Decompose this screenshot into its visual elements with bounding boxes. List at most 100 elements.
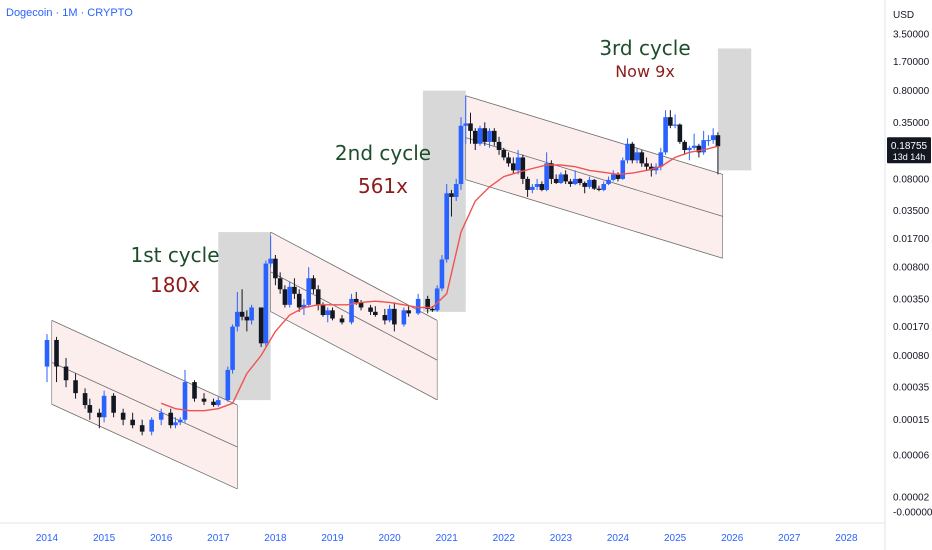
- candle[interactable]: [487, 128, 492, 148]
- candle[interactable]: [349, 293, 354, 325]
- candle[interactable]: [629, 141, 635, 164]
- candle[interactable]: [63, 358, 69, 388]
- candle[interactable]: [644, 157, 649, 171]
- candle[interactable]: [677, 123, 683, 144]
- candle[interactable]: [468, 112, 473, 144]
- candle[interactable]: [710, 128, 716, 144]
- candle[interactable]: [634, 147, 640, 164]
- candle[interactable]: [472, 128, 478, 151]
- candle[interactable]: [525, 176, 530, 197]
- candle[interactable]: [177, 417, 183, 426]
- candle[interactable]: [449, 189, 454, 217]
- candle[interactable]: [120, 408, 126, 426]
- candle[interactable]: [587, 176, 592, 189]
- candle[interactable]: [582, 181, 587, 194]
- candle[interactable]: [111, 393, 116, 418]
- candle[interactable]: [496, 136, 502, 155]
- candle[interactable]: [691, 133, 697, 151]
- candle[interactable]: [158, 408, 164, 426]
- candle[interactable]: [230, 324, 235, 374]
- candle[interactable]: [296, 289, 302, 312]
- candle[interactable]: [620, 157, 626, 180]
- candle[interactable]: [225, 366, 231, 402]
- candle[interactable]: [715, 132, 721, 175]
- candle[interactable]: [282, 285, 288, 308]
- candle[interactable]: [539, 181, 545, 192]
- candle[interactable]: [491, 128, 497, 146]
- candle[interactable]: [325, 307, 331, 323]
- candle[interactable]: [463, 95, 469, 144]
- candle[interactable]: [373, 306, 378, 317]
- candle[interactable]: [44, 334, 50, 383]
- candle[interactable]: [549, 160, 554, 185]
- candle[interactable]: [306, 267, 312, 308]
- candle[interactable]: [415, 293, 421, 316]
- candle[interactable]: [639, 150, 645, 167]
- candle[interactable]: [520, 154, 526, 185]
- candle[interactable]: [287, 281, 292, 308]
- candle[interactable]: [668, 110, 673, 129]
- candle[interactable]: [601, 181, 607, 192]
- candle[interactable]: [201, 393, 207, 406]
- candle[interactable]: [244, 310, 250, 332]
- candle[interactable]: [401, 307, 407, 327]
- candle[interactable]: [182, 369, 188, 423]
- candle[interactable]: [596, 185, 602, 192]
- candle[interactable]: [434, 285, 440, 312]
- candle[interactable]: [315, 285, 321, 311]
- candle[interactable]: [130, 412, 135, 429]
- candle[interactable]: [511, 157, 516, 175]
- candle[interactable]: [477, 125, 483, 146]
- candle[interactable]: [482, 122, 488, 146]
- candle[interactable]: [268, 236, 273, 268]
- candle[interactable]: [610, 170, 616, 182]
- candle[interactable]: [339, 315, 345, 325]
- candle[interactable]: [458, 117, 464, 190]
- candle[interactable]: [558, 172, 564, 185]
- candle[interactable]: [149, 417, 154, 436]
- candle[interactable]: [73, 373, 78, 399]
- candle[interactable]: [192, 380, 197, 402]
- candle[interactable]: [591, 178, 597, 190]
- candle[interactable]: [625, 138, 630, 164]
- candle[interactable]: [515, 150, 521, 175]
- candle[interactable]: [54, 336, 59, 383]
- candle[interactable]: [211, 398, 216, 407]
- candle[interactable]: [311, 275, 316, 294]
- candle[interactable]: [682, 140, 687, 155]
- candle[interactable]: [168, 408, 174, 429]
- candle[interactable]: [258, 307, 264, 347]
- candle[interactable]: [663, 110, 668, 155]
- candle[interactable]: [534, 178, 540, 190]
- candle[interactable]: [606, 176, 611, 186]
- candle[interactable]: [239, 289, 245, 321]
- candle[interactable]: [444, 184, 449, 263]
- candle[interactable]: [173, 417, 178, 429]
- candle[interactable]: [216, 397, 221, 407]
- candle[interactable]: [501, 147, 507, 161]
- candle[interactable]: [387, 304, 392, 323]
- candle[interactable]: [572, 170, 578, 186]
- candle[interactable]: [273, 255, 278, 286]
- candle[interactable]: [453, 178, 459, 201]
- candle[interactable]: [82, 388, 88, 409]
- candle[interactable]: [292, 278, 297, 299]
- candle[interactable]: [553, 174, 559, 185]
- candle[interactable]: [544, 152, 549, 192]
- candle[interactable]: [568, 178, 573, 187]
- candle[interactable]: [701, 130, 706, 155]
- candle[interactable]: [277, 272, 283, 294]
- candle[interactable]: [235, 291, 240, 332]
- candle[interactable]: [101, 390, 107, 423]
- candle[interactable]: [97, 408, 102, 429]
- candle[interactable]: [425, 295, 430, 314]
- candle[interactable]: [330, 307, 335, 321]
- candle[interactable]: [249, 304, 254, 325]
- candle[interactable]: [406, 306, 411, 317]
- candle[interactable]: [368, 304, 373, 316]
- candle[interactable]: [706, 135, 711, 146]
- candle[interactable]: [382, 308, 388, 325]
- candle[interactable]: [563, 170, 568, 185]
- candle[interactable]: [506, 152, 511, 167]
